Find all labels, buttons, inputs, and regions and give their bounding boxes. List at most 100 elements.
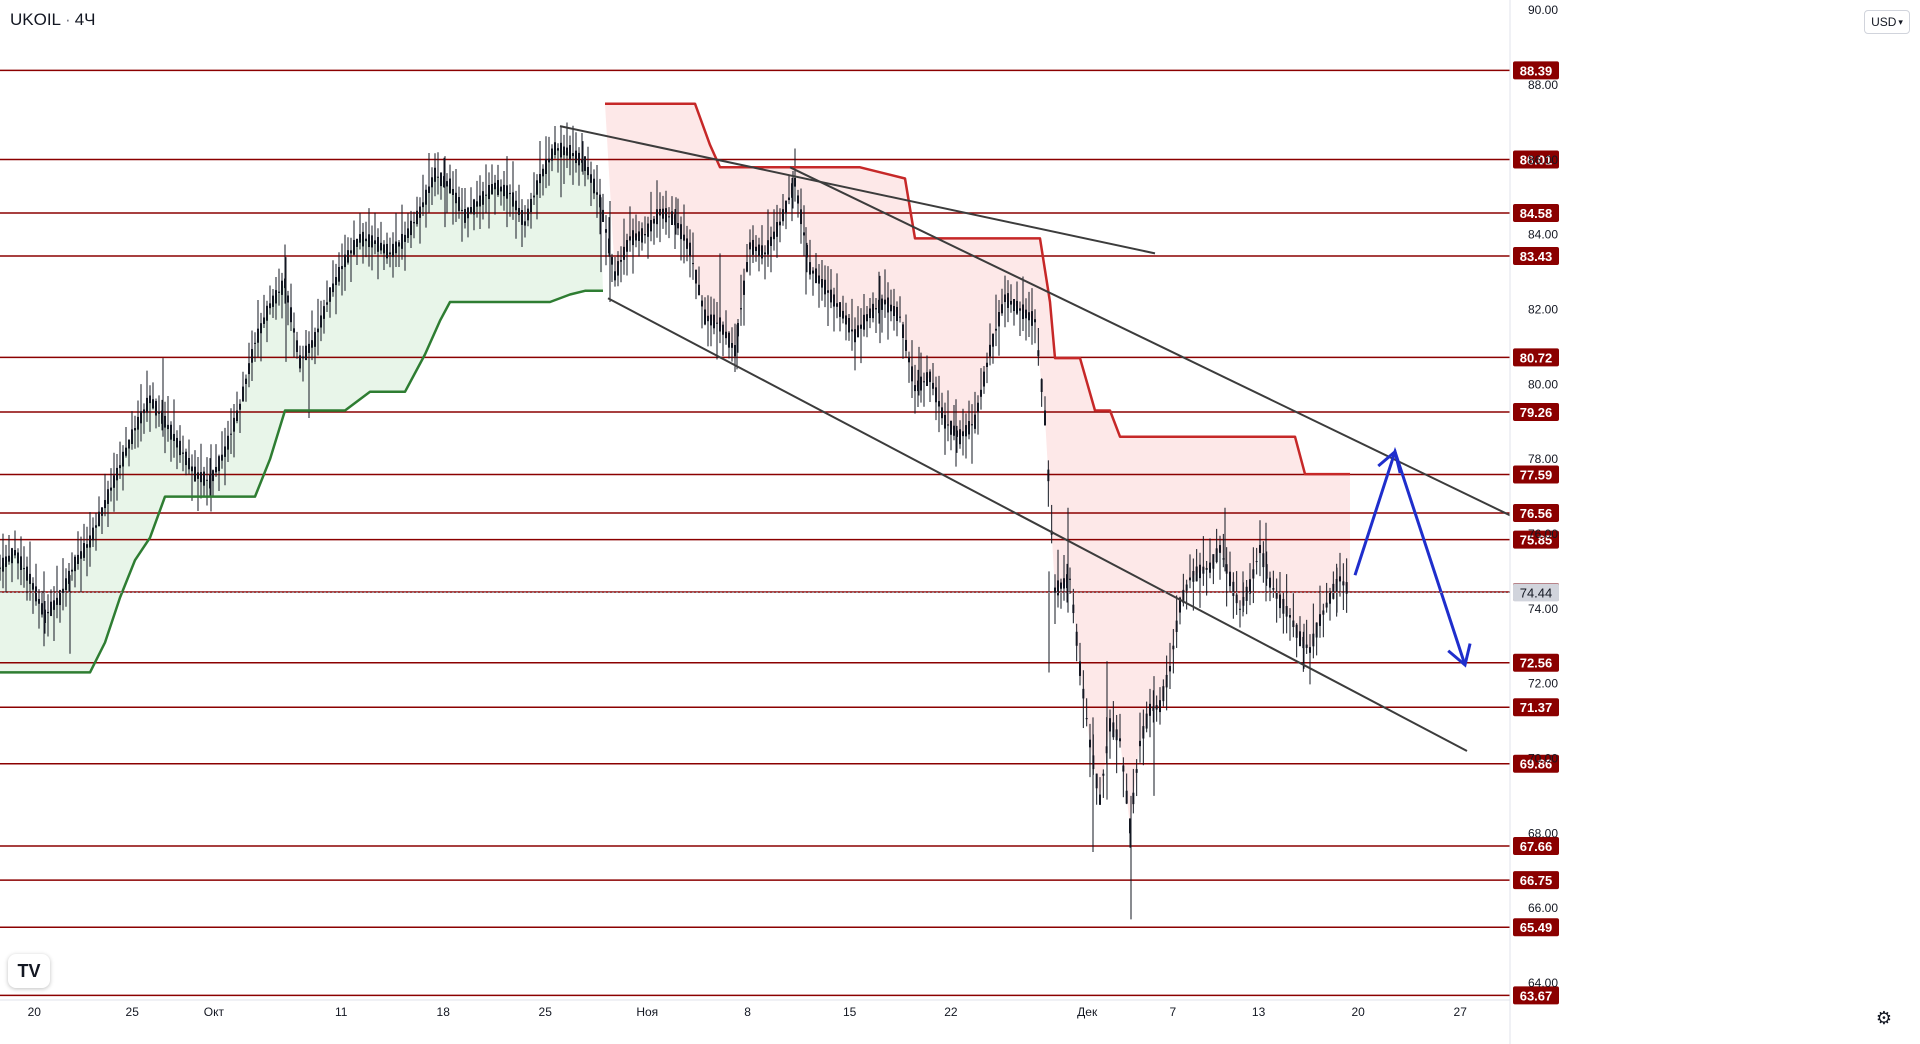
candle-body xyxy=(608,238,610,254)
candle-body xyxy=(1339,576,1341,582)
candle-body xyxy=(728,332,730,348)
candle-body xyxy=(1185,584,1188,591)
candle-body xyxy=(1037,350,1040,357)
time-tick-label: Ноя xyxy=(636,1005,658,1019)
forecast-arrowhead-down xyxy=(1447,643,1472,668)
time-tick-label: 20 xyxy=(28,1005,42,1019)
candle-body xyxy=(188,457,190,470)
level-label-bg xyxy=(1513,837,1559,856)
time-tick-label: 25 xyxy=(539,1005,553,1019)
candle-body xyxy=(305,345,307,361)
candle-body xyxy=(299,355,301,369)
candle-body xyxy=(1004,294,1006,303)
candle-body xyxy=(764,252,766,255)
candle-body xyxy=(89,535,91,548)
candle-body xyxy=(983,371,985,387)
candle-body xyxy=(521,210,523,225)
time-tick-label: 13 xyxy=(1252,1005,1266,1019)
level-label-bg xyxy=(1513,698,1559,717)
candle-body xyxy=(707,315,709,322)
candle-body xyxy=(230,433,232,435)
price-tick-label: 74.00 xyxy=(1528,602,1558,616)
level-label: 84.58 xyxy=(1520,206,1553,221)
currency-selector[interactable]: USD ▾ xyxy=(1864,10,1910,34)
candle-body xyxy=(650,220,652,232)
support-fill-area xyxy=(0,148,603,673)
candle-body xyxy=(887,297,889,313)
forecast-arrows[interactable] xyxy=(1353,446,1472,668)
candle-body xyxy=(359,234,361,243)
candle-body xyxy=(233,417,235,432)
candle-body xyxy=(155,401,157,416)
candle-body xyxy=(77,554,79,564)
candle-body xyxy=(731,342,733,348)
candle-body xyxy=(1245,586,1248,601)
candle-body xyxy=(434,167,436,182)
candle-body xyxy=(995,328,997,331)
candle-body xyxy=(992,333,994,347)
candle-body xyxy=(716,322,718,324)
candle-body xyxy=(251,349,253,363)
candle-body xyxy=(776,222,778,237)
time-axis[interactable]: 20 25 Окт 11 18 25 Ноя 8 15 22 Дек 7 13 20 27 xyxy=(0,999,1510,1019)
candle-body xyxy=(617,261,619,276)
gear-glyph: ⚙ xyxy=(1875,1007,1893,1028)
candle-body xyxy=(566,147,568,156)
candle-body xyxy=(1202,566,1205,574)
candle-body xyxy=(152,399,154,409)
level-label: 83.43 xyxy=(1520,249,1553,264)
candle-body xyxy=(1205,567,1208,570)
horizontal-levels[interactable]: 88.39 86.01 84.58 83.43 80.72 79.26 77.59 76.56… xyxy=(0,61,1559,1005)
candle-body xyxy=(1232,581,1235,596)
trend-line-3[interactable] xyxy=(607,297,1468,752)
level-label-bg xyxy=(1513,754,1559,773)
candle-body xyxy=(1159,700,1161,713)
candle-body xyxy=(845,315,847,325)
time-tick-label: 20 xyxy=(1352,1005,1366,1019)
candle-body xyxy=(275,290,277,304)
candle-body xyxy=(1195,566,1198,582)
candle-body xyxy=(245,378,247,385)
candle-body xyxy=(740,308,742,310)
candle-body xyxy=(41,603,43,615)
candle-body xyxy=(785,200,787,214)
candle-body xyxy=(1275,591,1278,599)
candle-body xyxy=(1145,713,1148,729)
candle-body xyxy=(563,146,565,156)
candle-body xyxy=(1139,740,1141,747)
candle-body xyxy=(1016,300,1018,314)
candle-body xyxy=(29,573,31,584)
candle-body xyxy=(578,152,580,166)
candle-body xyxy=(158,411,160,414)
candle-body xyxy=(212,470,214,482)
gear-icon[interactable]: ⚙ xyxy=(1872,1006,1896,1030)
candle-body xyxy=(113,475,115,488)
time-tick-label: Окт xyxy=(204,1005,225,1019)
candle-body xyxy=(1215,548,1218,563)
trend-line-1[interactable] xyxy=(559,125,1156,255)
candle-body xyxy=(350,250,352,254)
candle-body xyxy=(437,176,439,178)
candle-body xyxy=(896,306,898,322)
candle-body xyxy=(314,332,316,347)
symbol-title[interactable]: UKOIL · 4Ч xyxy=(10,10,96,30)
candle-body xyxy=(665,208,667,223)
price-axis[interactable]: 90.00 88.00 86.00 84.00 82.00 80.00 78.00 76.00… xyxy=(0,0,1559,1044)
candle-body xyxy=(365,238,367,242)
tradingview-logo-icon[interactable]: TV xyxy=(8,954,50,988)
candle-body xyxy=(191,466,193,472)
candle-body xyxy=(602,209,604,223)
candle-body xyxy=(752,239,754,255)
candle-body xyxy=(653,218,655,224)
level-label-bg xyxy=(1513,246,1559,265)
forecast-arrowhead-up xyxy=(1377,448,1402,474)
candle-body xyxy=(701,300,703,307)
candle-body xyxy=(527,208,529,221)
candle-body xyxy=(362,231,364,247)
candle-body xyxy=(1063,578,1065,589)
candle-body xyxy=(518,207,520,215)
candle-body xyxy=(1155,705,1158,710)
candle-body xyxy=(941,407,943,419)
candle-body xyxy=(260,323,262,334)
